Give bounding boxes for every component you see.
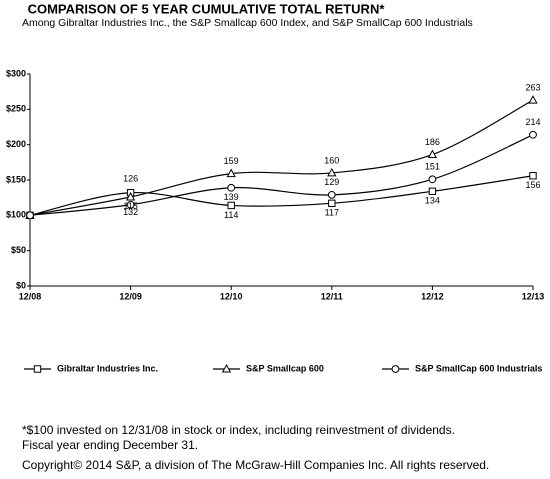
data-label: 214 — [525, 117, 540, 127]
y-tick-label: $300 — [6, 68, 26, 78]
data-label: 160 — [324, 155, 339, 165]
legend-label: Gibraltar Industries Inc. — [57, 363, 158, 373]
marker — [328, 199, 336, 208]
series-line — [29, 175, 534, 216]
legend-label: S&P Smallcap 600 — [246, 363, 324, 373]
marker — [226, 168, 236, 178]
marker — [391, 365, 400, 373]
x-tick-label: 12/10 — [220, 291, 243, 301]
marker — [26, 211, 34, 220]
x-tick-label: 12/12 — [421, 291, 444, 301]
marker — [126, 200, 135, 209]
data-label: 129 — [324, 177, 339, 187]
marker — [529, 172, 537, 180]
y-tick-label: $250 — [6, 104, 26, 114]
data-label: 151 — [425, 162, 440, 172]
data-label: 159 — [224, 156, 239, 166]
chart-subtitle: Among Gibraltar Industries Inc., the S&P… — [22, 17, 473, 29]
data-label: 132 — [123, 207, 138, 217]
footnote: Fiscal year ending December 31. — [22, 438, 198, 452]
footnote: Copyright© 2014 S&P, a division of The M… — [22, 458, 489, 472]
footnote: *$100 invested on 12/31/08 in stock or i… — [22, 423, 455, 437]
data-label: 186 — [425, 137, 440, 147]
y-tick-label: $100 — [6, 210, 26, 220]
marker — [529, 130, 537, 139]
data-label: 139 — [224, 192, 239, 202]
x-tick-label: 12/11 — [321, 291, 343, 301]
marker — [227, 201, 235, 210]
series-line — [29, 134, 534, 216]
legend-label: S&P SmallCap 600 Industrials — [415, 363, 542, 373]
marker — [227, 183, 236, 192]
data-label: 263 — [525, 83, 540, 93]
x-tick-label: 12/13 — [522, 291, 545, 301]
data-label: 156 — [525, 180, 540, 190]
data-label: 114 — [224, 210, 238, 220]
marker — [33, 365, 42, 373]
marker — [528, 95, 538, 104]
marker — [428, 187, 437, 196]
y-tick-label: $0 — [16, 280, 26, 290]
marker — [327, 190, 336, 199]
chart-title: COMPARISON OF 5 YEAR CUMULATIVE TOTAL RE… — [28, 1, 386, 16]
marker — [427, 149, 438, 159]
data-label: 117 — [325, 208, 339, 218]
marker — [327, 167, 337, 177]
y-tick-label: $50 — [11, 245, 26, 255]
series-line — [29, 99, 534, 216]
x-tick-label: 12/09 — [119, 291, 142, 301]
data-label: 126 — [123, 173, 138, 183]
marker — [125, 191, 136, 201]
data-label: 115 — [123, 201, 137, 211]
y-tick-label: $200 — [6, 139, 26, 149]
marker — [428, 175, 437, 184]
y-tick-label: $150 — [6, 174, 26, 184]
marker — [221, 363, 232, 373]
x-tick-label: 12/08 — [19, 291, 42, 301]
data-label: 134 — [425, 196, 440, 206]
